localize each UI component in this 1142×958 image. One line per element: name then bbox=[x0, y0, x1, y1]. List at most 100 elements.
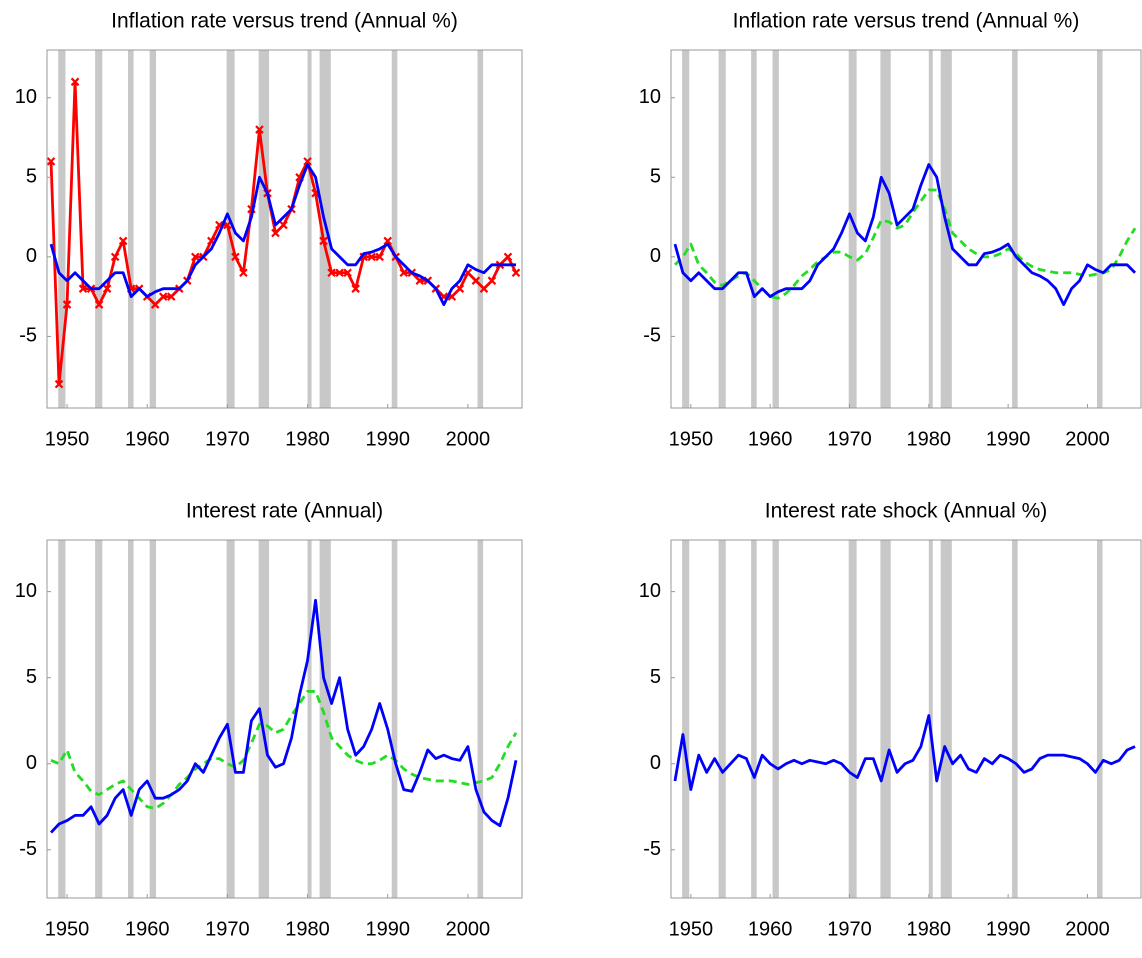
subplot-title: Interest rate shock (Annual %) bbox=[765, 500, 1047, 523]
x-tick-label: 1950 bbox=[45, 918, 90, 940]
series-marker bbox=[367, 252, 376, 262]
recession-band bbox=[772, 50, 779, 408]
y-tick-label: -5 bbox=[19, 325, 37, 347]
series-marker bbox=[158, 292, 168, 301]
series-marker bbox=[54, 379, 64, 389]
series-marker bbox=[118, 236, 128, 246]
x-tick-label: 1960 bbox=[125, 918, 170, 940]
recession-band bbox=[95, 50, 103, 408]
series-marker bbox=[327, 268, 336, 278]
plot-area bbox=[49, 540, 518, 898]
recession-band bbox=[928, 540, 933, 898]
recession-band bbox=[149, 50, 157, 408]
series-marker bbox=[70, 77, 80, 87]
y-tick-label: 5 bbox=[650, 666, 661, 688]
recession-band bbox=[391, 50, 398, 408]
recession-band bbox=[307, 540, 312, 898]
subplot: Inflation rate versus trend (Annual %) -5… bbox=[15, 10, 523, 450]
x-tick-label: 1980 bbox=[907, 918, 952, 940]
plot-area bbox=[47, 50, 521, 408]
recession-band bbox=[1012, 540, 1018, 898]
series-marker bbox=[383, 236, 392, 246]
subplot-title: Inflation rate versus trend (Annual %) bbox=[733, 10, 1080, 33]
x-tick-label: 2000 bbox=[1065, 428, 1110, 450]
series-marker bbox=[62, 300, 72, 309]
x-tick-label: 2000 bbox=[446, 428, 491, 450]
y-tick-label: 0 bbox=[650, 245, 661, 267]
x-tick-label: 1980 bbox=[285, 918, 330, 940]
y-tick-label: 0 bbox=[26, 245, 37, 267]
series-marker bbox=[166, 292, 176, 301]
recession-band bbox=[940, 540, 952, 898]
x-tick-label: 1990 bbox=[365, 918, 410, 940]
recession-band bbox=[127, 540, 134, 898]
subplot: Inflation rate versus trend (Annual %) -5… bbox=[639, 10, 1142, 450]
recession-band bbox=[149, 540, 157, 898]
recession-band bbox=[258, 540, 270, 898]
x-tick-label: 1950 bbox=[669, 428, 714, 450]
x-tick-label: 1990 bbox=[365, 428, 410, 450]
recession-band bbox=[1012, 50, 1018, 408]
series-line bbox=[673, 714, 1136, 791]
x-tick-label: 1950 bbox=[669, 918, 714, 940]
recession-band bbox=[751, 50, 757, 408]
series-marker bbox=[399, 268, 409, 278]
x-tick-label: 1990 bbox=[986, 428, 1031, 450]
recession-band bbox=[1096, 50, 1103, 408]
y-tick-label: 5 bbox=[26, 666, 37, 688]
recession-band bbox=[95, 540, 103, 898]
x-tick-label: 1980 bbox=[907, 428, 952, 450]
y-tick-label: -5 bbox=[19, 838, 37, 860]
subplot: Interest rate (Annual) -5 0 5 10 1950 1960 1970… bbox=[15, 500, 523, 940]
series-marker bbox=[319, 236, 328, 246]
series-marker bbox=[503, 252, 513, 262]
y-tick-label: 0 bbox=[650, 752, 661, 774]
x-tick-label: 1950 bbox=[45, 428, 90, 450]
x-tick-label: 2000 bbox=[446, 918, 491, 940]
plot-frame bbox=[670, 49, 1142, 409]
series-marker bbox=[47, 157, 56, 166]
recession-band bbox=[848, 50, 857, 408]
subplot-title: Interest rate (Annual) bbox=[186, 500, 383, 523]
recession-band bbox=[848, 540, 857, 898]
subplot-title: Inflation rate versus trend (Annual %) bbox=[111, 10, 458, 33]
x-tick-label: 1970 bbox=[205, 428, 250, 450]
y-tick-label: 10 bbox=[15, 86, 37, 108]
series-marker bbox=[231, 252, 240, 262]
recession-band bbox=[58, 540, 66, 898]
x-tick-label: 1960 bbox=[748, 428, 793, 450]
series-marker bbox=[110, 252, 120, 262]
series-line bbox=[49, 80, 518, 386]
recession-band bbox=[58, 50, 66, 408]
x-tick-label: 1960 bbox=[748, 918, 793, 940]
y-tick-label: 10 bbox=[639, 86, 661, 108]
x-tick-label: 1970 bbox=[827, 428, 872, 450]
recession-band bbox=[258, 50, 270, 408]
recession-band bbox=[880, 540, 891, 898]
series-marker bbox=[94, 300, 104, 309]
x-tick-label: 1990 bbox=[986, 918, 1031, 940]
x-tick-label: 1970 bbox=[827, 918, 872, 940]
y-tick-label: -5 bbox=[643, 325, 661, 347]
recession-band bbox=[718, 50, 726, 408]
recession-band bbox=[391, 540, 398, 898]
x-tick-label: 1980 bbox=[285, 428, 330, 450]
recession-band bbox=[682, 540, 690, 898]
recession-band bbox=[477, 540, 484, 898]
y-tick-label: 0 bbox=[26, 752, 37, 774]
x-tick-label: 1960 bbox=[125, 428, 170, 450]
y-tick-label: 5 bbox=[26, 166, 37, 188]
y-tick-label: 5 bbox=[650, 166, 661, 188]
recession-band bbox=[880, 50, 891, 408]
recession-band bbox=[1096, 540, 1103, 898]
series-marker bbox=[455, 284, 465, 293]
plot-frame bbox=[46, 539, 523, 899]
series-marker bbox=[375, 252, 384, 262]
series-marker bbox=[303, 157, 312, 166]
plot-frame bbox=[46, 49, 523, 409]
recession-band bbox=[226, 540, 235, 898]
recession-band bbox=[772, 540, 779, 898]
recession-band bbox=[751, 540, 757, 898]
